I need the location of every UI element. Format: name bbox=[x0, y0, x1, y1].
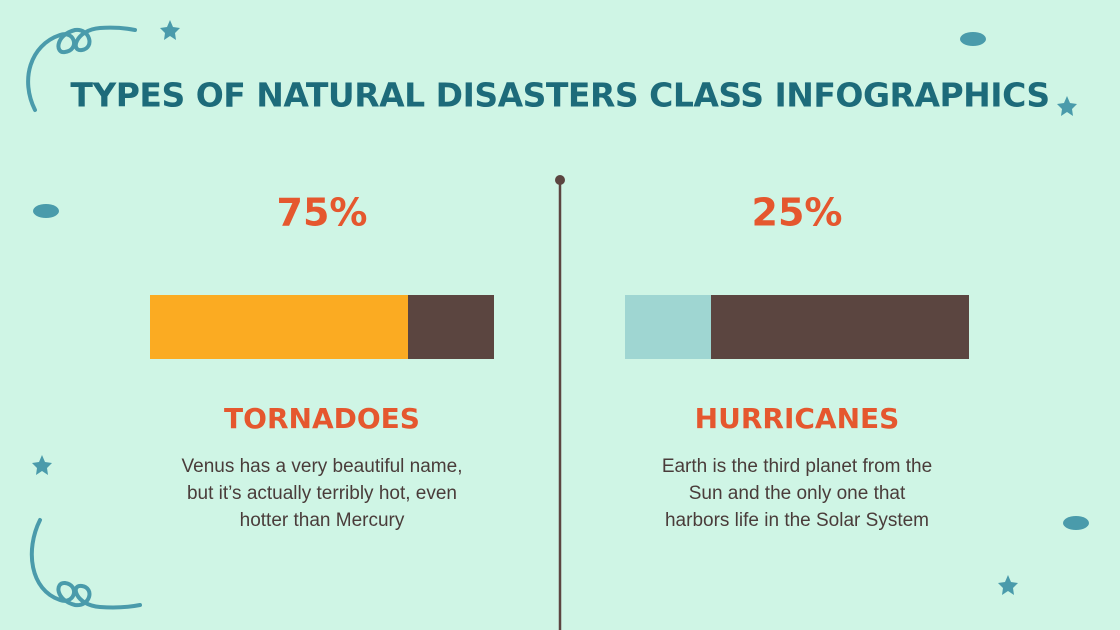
swirl bbox=[26, 25, 137, 112]
description-line: harbors life in the Solar System bbox=[665, 510, 929, 531]
description-line: but it’s actually terribly hot, even bbox=[187, 483, 457, 504]
heading: TORNADOES bbox=[224, 402, 420, 435]
percent-label: 75% bbox=[277, 191, 368, 235]
cloud bbox=[33, 204, 59, 218]
heading: HURRICANES bbox=[695, 402, 900, 435]
bar-fill bbox=[150, 295, 408, 359]
bar-fill bbox=[625, 295, 711, 359]
decorations bbox=[26, 25, 142, 610]
star bbox=[1057, 96, 1077, 116]
cloud bbox=[960, 32, 986, 46]
star bbox=[32, 455, 52, 475]
title: TYPES OF NATURAL DISASTERS CLASS INFOGRA… bbox=[70, 76, 1049, 115]
description-line: Venus has a very beautiful name, bbox=[182, 456, 463, 477]
swirl bbox=[29, 518, 142, 610]
star bbox=[998, 575, 1018, 595]
percent-label: 25% bbox=[752, 191, 843, 235]
description-line: Earth is the third planet from the bbox=[662, 456, 932, 477]
stars bbox=[32, 20, 1089, 595]
star bbox=[160, 20, 180, 40]
description-line: hotter than Mercury bbox=[240, 510, 405, 531]
description-line: Sun and the only one that bbox=[689, 483, 906, 504]
cloud bbox=[1063, 516, 1089, 530]
divider-dot bbox=[555, 175, 565, 185]
